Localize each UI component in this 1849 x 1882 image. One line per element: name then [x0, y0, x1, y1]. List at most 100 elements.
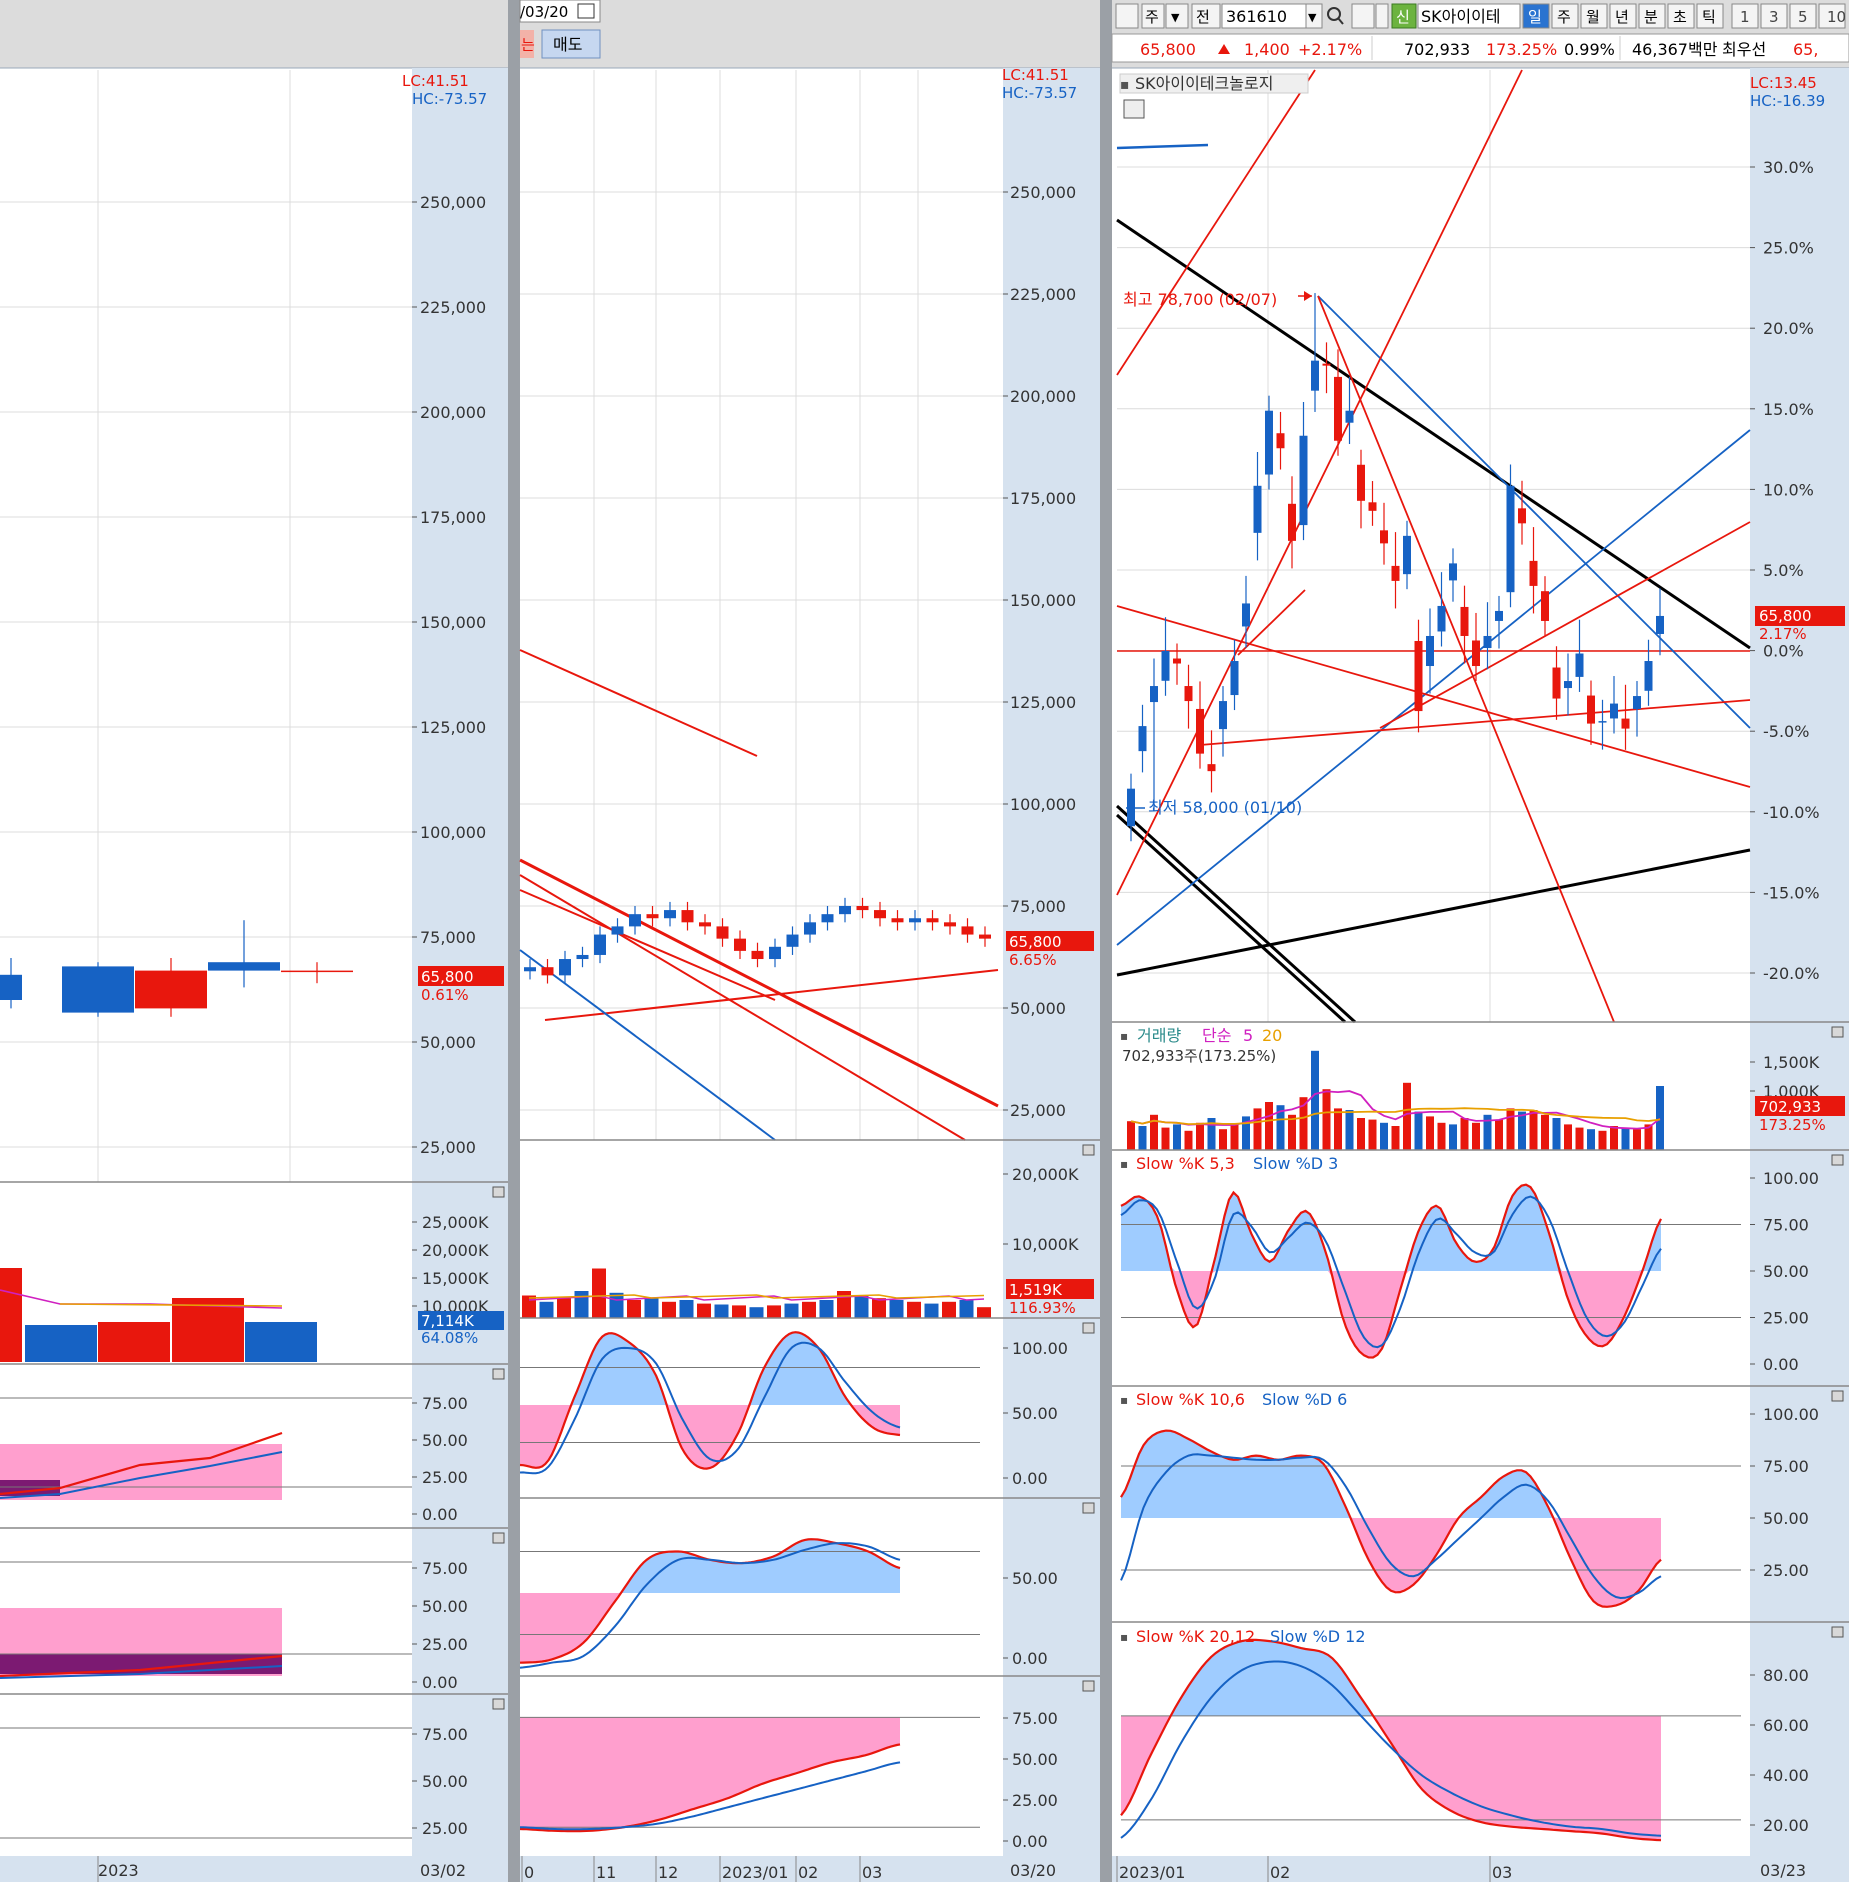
candle-body: [1633, 696, 1641, 710]
period-label-5: 초: [1673, 8, 1687, 26]
num-label-1: 3: [1769, 8, 1779, 26]
volume-bar: [1391, 1126, 1400, 1150]
vol-ma20-line: [1130, 1107, 1661, 1126]
pane-close-icon: [1831, 1154, 1844, 1166]
candle-body: [1184, 686, 1193, 702]
volume-bar: [1449, 1124, 1457, 1150]
volume-bar: [1621, 1127, 1630, 1150]
mid-y-axis-panel: [1003, 68, 1100, 1882]
volume-bar: [1472, 1122, 1480, 1150]
x-tick-label: 0: [524, 1863, 534, 1882]
quote-change: 1,400: [1244, 40, 1290, 59]
num-button-0: [1731, 3, 1759, 29]
y-tick-label: 50.00: [1763, 1509, 1809, 1528]
splitter[interactable]: [508, 0, 520, 1882]
y-tick-label: 50,000: [420, 1033, 476, 1052]
volume-bar: [1368, 1119, 1377, 1150]
y-tick-label: 0.0%: [1763, 642, 1804, 661]
candle-body: [1449, 563, 1457, 581]
candle-body: [1564, 681, 1572, 689]
x-tick-label: 2023/01: [1119, 1863, 1185, 1882]
sell-button[interactable]: [541, 29, 601, 59]
volume-bar: [889, 1300, 904, 1318]
sell-button-label: 매도: [553, 35, 582, 54]
buy-button[interactable]: 는: [521, 36, 535, 54]
new-badge-label: 신: [1396, 8, 1410, 26]
candle-body: [1357, 464, 1365, 501]
y-tick-label: 10.0%: [1763, 480, 1814, 499]
candle-body: [1391, 565, 1400, 581]
period-button-0: [1522, 3, 1550, 29]
candle-body: [1610, 703, 1618, 719]
stoch-k-line: [519, 1743, 901, 1833]
left-lc: LC:41.51: [402, 72, 469, 90]
y-tick-label: 50.00: [1012, 1404, 1058, 1423]
stoch1-k-title: Slow %K 5,3: [1136, 1154, 1235, 1173]
svg-text:▪: ▪: [1120, 1029, 1128, 1043]
vol-ma20-line: [528, 1294, 985, 1299]
candle-body: [1529, 560, 1538, 586]
volume-bar: [1334, 1108, 1342, 1150]
y-tick-label: 25,000: [1010, 1101, 1066, 1120]
candle-body: [664, 910, 676, 919]
candle-body: [839, 906, 851, 915]
quote-change-pct: +2.17%: [1298, 40, 1362, 59]
dropdown-small: [1375, 3, 1389, 29]
y-tick-label: 175,000: [1010, 489, 1076, 508]
candle-body: [1541, 591, 1549, 621]
period-button-4: [1638, 3, 1666, 29]
volume-bar: [592, 1268, 606, 1318]
table-icon[interactable]: [1123, 99, 1145, 119]
candle-body: [629, 914, 641, 927]
svg-text:▪: ▪: [1120, 77, 1130, 93]
candle-body: [1656, 615, 1664, 634]
period-label-6: 틱: [1702, 8, 1716, 26]
candle-body: [979, 934, 991, 939]
stoch2-d-title: Slow %D 6: [1262, 1390, 1347, 1409]
y-tick-label: 250,000: [1010, 183, 1076, 202]
stoch-pink-area: [1121, 1271, 1661, 1358]
trend-line: [1116, 218, 1751, 650]
volume-bar: [245, 1322, 317, 1362]
chevron-down-icon: ▼: [1171, 11, 1180, 24]
period-label-0: 일: [1528, 8, 1542, 26]
y-tick-label: 125,000: [420, 718, 486, 737]
left-hc: HC:-73.57: [412, 90, 487, 108]
volume-bar: [1587, 1129, 1595, 1150]
x-tick-label: 11: [596, 1863, 616, 1882]
splitter[interactable]: [1100, 0, 1112, 1882]
tab-jeon-button: [1191, 3, 1221, 29]
period-button-1: [1551, 3, 1579, 29]
x-tick-label: 12: [658, 1863, 678, 1882]
svg-text:▪: ▪: [1120, 1393, 1128, 1407]
trend-line: [544, 969, 999, 1021]
quote-volume-ratio: 173.25%: [1486, 40, 1557, 59]
volume-bar: [1437, 1122, 1446, 1150]
stoch3-k-title: Slow %K 20,12: [1136, 1627, 1255, 1646]
left-vol-pct: 64.08%: [421, 1329, 478, 1347]
num-button-3: [1818, 3, 1846, 29]
up-arrow-icon: [1218, 44, 1230, 54]
volume-bar: [1253, 1108, 1262, 1150]
volume-bar: [1644, 1124, 1653, 1150]
candle-body: [1437, 605, 1446, 632]
volume-bar: [1127, 1121, 1135, 1150]
left-x-label: 2023: [98, 1861, 139, 1880]
y-tick-label: 15.0%: [1763, 400, 1814, 419]
left-price-pct: 0.61%: [421, 986, 469, 1004]
y-tick-label: 100,000: [1010, 795, 1076, 814]
left-date-field[interactable]: /03/20: [520, 3, 568, 21]
pane-close-icon: [492, 1368, 505, 1380]
period-button-6: [1696, 3, 1724, 29]
volume-bar: [1575, 1127, 1584, 1150]
calendar-icon[interactable]: [577, 3, 595, 19]
left-vol-label: 7,114K: [421, 1312, 475, 1330]
pane-close-icon: [492, 1186, 505, 1198]
candle-body: [1460, 606, 1469, 636]
y-tick-label: 25.00: [1763, 1309, 1809, 1328]
num-button-1: [1760, 3, 1788, 29]
volume-bar: [557, 1298, 571, 1318]
candle-body: [1621, 718, 1630, 729]
candle-body: [1414, 640, 1423, 712]
stoch-blue-area: [520, 1332, 900, 1405]
